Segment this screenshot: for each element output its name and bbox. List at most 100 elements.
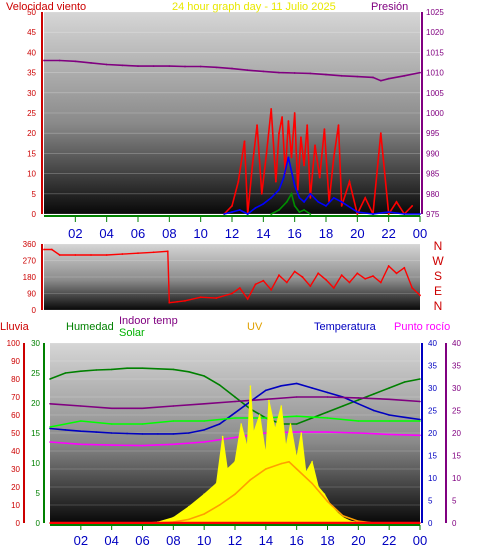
temperature-tick-label: 10	[428, 474, 437, 483]
data-point	[203, 420, 205, 422]
x-tick-label: 20	[350, 226, 364, 241]
data-point	[172, 368, 175, 371]
data-point	[166, 250, 169, 253]
wind-direction-series	[43, 248, 421, 304]
data-point	[110, 432, 113, 434]
data-point	[356, 213, 359, 215]
temperature-x-ticks: 02 04 06 08 10 12 14 16 18 20 22 00	[50, 524, 427, 548]
data-point	[110, 407, 113, 410]
data-point	[64, 372, 67, 374]
data-point	[325, 205, 327, 207]
data-point	[403, 416, 406, 419]
data-point	[342, 515, 344, 517]
data-point	[231, 67, 233, 70]
x-tick-label: 10	[193, 226, 207, 241]
data-point	[295, 431, 298, 433]
data-point	[172, 433, 175, 435]
data-point	[348, 180, 351, 183]
data-point	[184, 65, 186, 68]
data-point	[141, 367, 144, 370]
right-tick-label: 975	[426, 210, 440, 219]
data-point	[309, 196, 312, 199]
data-point	[356, 211, 359, 213]
data-point	[157, 433, 159, 435]
data-point	[270, 196, 273, 199]
data-point	[270, 213, 273, 215]
data-point	[289, 423, 292, 425]
data-point	[203, 441, 205, 443]
data-point	[298, 196, 301, 199]
x-tick-label: 16	[287, 226, 301, 241]
data-point	[419, 213, 421, 215]
data-point	[372, 393, 375, 395]
data-point	[388, 387, 390, 389]
compass-label: N	[434, 239, 443, 253]
x-tick-label: 12	[225, 226, 239, 241]
x-tick-label: 08	[166, 533, 180, 548]
data-point	[172, 443, 175, 446]
data-point	[356, 272, 359, 275]
data-point	[223, 213, 226, 215]
data-point	[288, 461, 290, 463]
data-point	[317, 200, 320, 203]
data-point	[172, 516, 175, 519]
data-point	[411, 205, 414, 207]
data-point	[295, 468, 298, 470]
data-point	[240, 423, 242, 425]
data-point	[126, 432, 128, 435]
data-point	[74, 60, 77, 63]
data-point	[49, 522, 51, 524]
compass-label: S	[434, 269, 442, 283]
data-point	[326, 411, 329, 413]
data-point	[105, 254, 108, 256]
data-point	[249, 385, 252, 388]
data-point	[419, 71, 421, 74]
data-point	[265, 152, 268, 155]
x-tick-label: 18	[320, 533, 334, 548]
data-point	[80, 430, 82, 433]
data-point	[357, 432, 360, 434]
data-point	[306, 124, 309, 127]
data-point	[280, 384, 283, 387]
right-tick-label: 990	[426, 149, 440, 158]
data-point	[218, 423, 221, 425]
data-point	[342, 405, 344, 407]
data-point	[199, 296, 202, 299]
data-point	[387, 213, 390, 215]
data-point	[325, 278, 327, 281]
data-point	[305, 471, 307, 474]
data-point	[43, 59, 45, 62]
data-point	[326, 396, 329, 398]
temperature-series	[49, 367, 421, 525]
data-point	[126, 367, 128, 370]
data-point	[388, 420, 390, 422]
rain-tick-label: 50	[11, 429, 20, 438]
humidity-tick-label: 10	[31, 459, 40, 468]
data-point	[379, 79, 382, 82]
x-tick-label: 06	[131, 226, 145, 241]
data-point	[260, 192, 263, 195]
direction-tick-label: 180	[23, 273, 37, 282]
compass-label: W	[432, 254, 444, 268]
wind-pressure-ticks: 0510152025303540455097598098599099510001…	[27, 8, 444, 219]
data-point	[287, 156, 290, 159]
dewpoint-tick-label: 15	[452, 452, 461, 461]
data-point	[254, 283, 257, 286]
data-point	[326, 500, 329, 503]
data-point	[372, 409, 375, 412]
dewpoint-tick-label: 5	[452, 497, 457, 506]
data-point	[254, 207, 257, 209]
data-point	[168, 65, 171, 68]
data-point	[238, 209, 241, 211]
temperature-axes: 0 10 20 30 40 50 60 70 80 90 100 0 5 10 15 20 25 30 0 0 5 5 10…	[7, 339, 462, 528]
data-point	[293, 184, 296, 187]
data-point	[317, 486, 320, 488]
data-point	[357, 420, 360, 422]
data-point	[234, 436, 236, 439]
data-point	[90, 62, 92, 64]
data-point	[226, 468, 229, 470]
data-point	[403, 74, 406, 77]
data-point	[234, 411, 236, 414]
data-point	[249, 479, 252, 481]
